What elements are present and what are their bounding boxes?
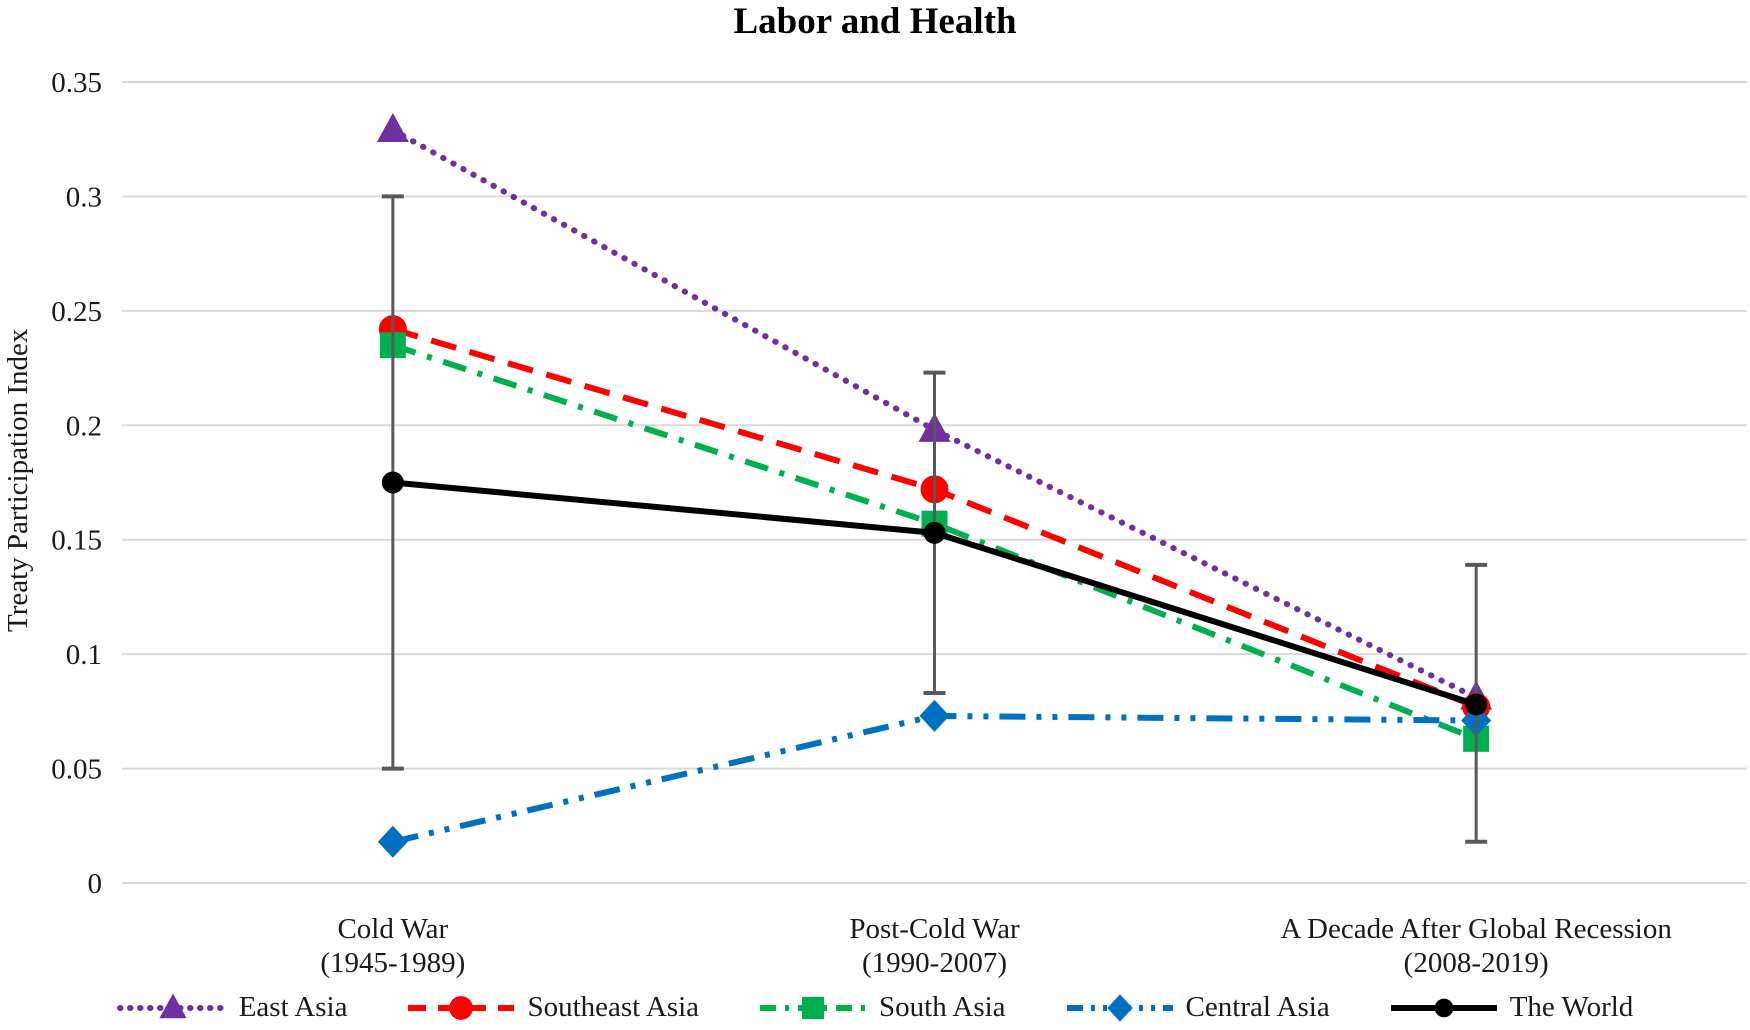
square-marker-icon	[801, 996, 825, 1020]
category-label: (1945-1989)	[320, 947, 465, 979]
circle-marker-icon	[449, 996, 474, 1020]
category-label: Post-Cold War	[849, 913, 1020, 945]
legend-item-southeast-asia: Southeast Asia	[405, 990, 699, 1024]
legend-swatch-the-world	[1390, 998, 1497, 1018]
legend: East Asia Southeast Asia South Asia Central…	[0, 984, 1750, 1030]
y-tick-label: 0	[88, 868, 103, 900]
legend-item-south-asia: South Asia	[757, 990, 1006, 1024]
legend-swatch-central-asia	[1066, 994, 1173, 1022]
category-label: A Decade After Global Recession	[1280, 913, 1672, 945]
y-tick-label: 0.35	[51, 67, 102, 99]
legend-item-east-asia: East Asia	[116, 990, 348, 1024]
legend-label-the-world: The World	[1509, 990, 1634, 1023]
marker-the-world-1	[923, 521, 946, 544]
legend-swatch-southeast-asia	[408, 996, 515, 1020]
marker-east-asia-0	[376, 113, 409, 143]
category-label: Cold War	[337, 913, 448, 945]
marker-central-asia-0	[377, 825, 408, 858]
diamond-marker-icon	[1106, 994, 1133, 1022]
y-tick-label: 0.1	[66, 639, 102, 671]
legend-label-east-asia: East Asia	[238, 990, 348, 1023]
legend-label-south-asia: South Asia	[879, 990, 1006, 1023]
legend-swatch-south-asia	[760, 996, 867, 1020]
y-axis-title: Treaty Participation Index	[2, 328, 34, 632]
dot-marker-icon	[1434, 998, 1454, 1018]
category-label: (2008-2019)	[1404, 947, 1549, 979]
y-tick-label: 0.3	[66, 181, 102, 213]
legend-item-the-world: The World	[1388, 990, 1634, 1024]
y-tick-label: 0.25	[51, 296, 102, 328]
chart-title: Labor and Health	[733, 1, 1017, 42]
legend-swatch-east-asia	[116, 993, 229, 1019]
category-label: (1990-2007)	[862, 947, 1007, 979]
legend-label-southeast-asia: Southeast Asia	[527, 990, 700, 1023]
legend-item-central-asia: Central Asia	[1064, 990, 1330, 1024]
triangle-marker-icon	[159, 993, 187, 1019]
series-line-central-asia	[392, 712, 1477, 845]
y-tick-label: 0.05	[51, 754, 102, 786]
marker-the-world-0	[381, 471, 404, 494]
marker-central-asia-1	[919, 699, 950, 732]
plot-area: 0 0.05 0.1 0.15 0.2 0.25 0.3 0.35 Cold War(1945-…	[51, 67, 1747, 979]
legend-label-central-asia: Central Asia	[1185, 990, 1330, 1023]
marker-the-world-2	[1465, 693, 1488, 716]
y-tick-label: 0.15	[51, 525, 102, 557]
y-tick-label: 0.2	[66, 410, 102, 442]
